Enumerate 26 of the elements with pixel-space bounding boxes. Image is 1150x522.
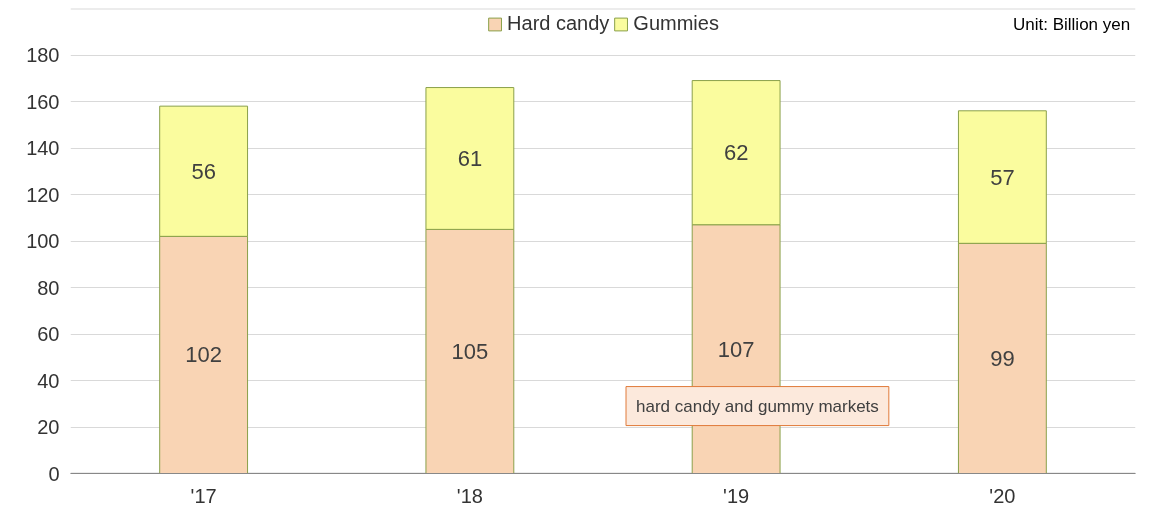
y-tick-label: 100 [26, 230, 60, 252]
y-tick-label: 180 [26, 44, 60, 66]
annotation: hard candy and gummy markets [636, 396, 879, 416]
y-tick-label: 60 [37, 323, 60, 345]
data-label: 62 [723, 140, 749, 166]
data-label: 102 [185, 342, 222, 368]
data-label: 57 [990, 164, 1015, 190]
x-tick-label: '20 [989, 484, 1016, 507]
data-label: 107 [717, 336, 755, 362]
y-tick-label: 40 [37, 369, 60, 392]
x-tick-label: '17 [190, 484, 217, 507]
y-tick-label: 20 [37, 416, 60, 438]
annotation: Unit: Billion yen [1013, 15, 1131, 35]
legend-label: Gummies [633, 12, 719, 35]
legend-label: Hard candy [507, 12, 610, 35]
y-tick-label: 80 [37, 276, 60, 299]
y-tick-label: 0 [48, 462, 60, 485]
y-tick-label: 160 [26, 90, 60, 113]
data-label: 105 [451, 338, 489, 364]
x-tick-label: '19 [723, 484, 750, 507]
data-label: 61 [457, 145, 483, 171]
y-tick-label: 120 [26, 183, 60, 206]
y-tick-label: 140 [26, 137, 60, 159]
data-label: 99 [990, 345, 1015, 371]
data-label: 56 [191, 158, 216, 184]
x-tick-label: '18 [456, 484, 483, 507]
